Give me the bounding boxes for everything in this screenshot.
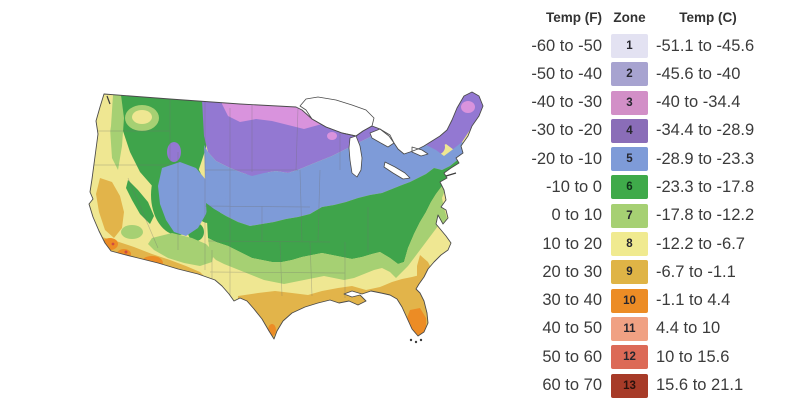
- temp-f-value: -30 to -20: [531, 121, 602, 140]
- coastal-details: [106, 95, 457, 344]
- temp-c-value: -12.2 to -6.7: [656, 234, 745, 253]
- zone-badge: 13: [611, 373, 648, 398]
- temp-c-value: -23.3 to -17.8: [656, 177, 755, 196]
- temp-c-value: 10 to 15.6: [656, 347, 730, 366]
- temp-f-value: 30 to 40: [542, 291, 602, 310]
- legend-row: 0 to 10 7 -17.8 to -12.2: [524, 203, 794, 228]
- zone-badge: 11: [611, 316, 648, 341]
- temp-f-value: 0 to 10: [551, 206, 602, 225]
- temp-f-value: -60 to -50: [531, 36, 602, 55]
- temp-c-value: -17.8 to -12.2: [656, 206, 755, 225]
- us-hardiness-zone-map: [88, 91, 484, 344]
- temp-f-value: 40 to 50: [542, 319, 602, 338]
- temp-f-value: -50 to -40: [531, 64, 602, 83]
- temp-c-value: -40 to -34.4: [656, 93, 741, 112]
- zone-badge: 10: [611, 288, 648, 313]
- zone-badge: 1: [611, 34, 648, 58]
- zone-badge: 5: [611, 147, 648, 172]
- legend-header-temp-c: Temp (C): [679, 9, 737, 25]
- zone-badge: 6: [611, 175, 648, 200]
- temp-c-value: -45.6 to -40: [656, 64, 741, 83]
- legend-row: 20 to 30 9 -6.7 to -1.1: [524, 260, 794, 285]
- zone-badge: 12: [611, 345, 648, 370]
- temp-c-value: 4.4 to 10: [656, 319, 721, 338]
- us-map-svg: [88, 91, 484, 344]
- temp-f-value: 10 to 20: [542, 234, 602, 253]
- legend-row: -20 to -10 5 -28.9 to -23.3: [524, 147, 794, 172]
- zone-badge: 2: [611, 62, 648, 87]
- legend-row: 40 to 50 11 4.4 to 10: [524, 316, 794, 341]
- legend-row: -40 to -30 3 -40 to -34.4: [524, 90, 794, 115]
- legend-row: 60 to 70 13 15.6 to 21.1: [524, 373, 794, 398]
- us-outline: [88, 91, 484, 340]
- temp-f-value: 20 to 30: [542, 262, 602, 281]
- legend-table: Temp (F) Zone Temp (C) -60 to -50 1 -51.…: [524, 6, 794, 402]
- legend-row: 30 to 40 10 -1.1 to 4.4: [524, 288, 794, 313]
- legend-header-temp-f: Temp (F): [546, 9, 602, 25]
- temp-c-value: -1.1 to 4.4: [656, 291, 731, 310]
- temp-c-value: -6.7 to -1.1: [656, 262, 736, 281]
- temp-f-value: -10 to 0: [546, 177, 602, 196]
- temp-c-value: -28.9 to -23.3: [656, 149, 755, 168]
- temp-c-value: 15.6 to 21.1: [656, 376, 744, 395]
- legend-row: 50 to 60 12 10 to 15.6: [524, 345, 794, 370]
- temp-c-value: -34.4 to -28.9: [656, 121, 755, 140]
- zone-badge: 7: [611, 203, 648, 228]
- legend-row: 10 to 20 8 -12.2 to -6.7: [524, 232, 794, 257]
- temp-c-value: -51.1 to -45.6: [656, 36, 755, 55]
- zone-badge: 8: [611, 232, 648, 257]
- temp-f-value: 60 to 70: [542, 376, 602, 395]
- legend-header: Temp (F) Zone Temp (C): [524, 6, 794, 28]
- legend-row: -10 to 0 6 -23.3 to -17.8: [524, 175, 794, 200]
- zone-badge: 3: [611, 90, 648, 115]
- temp-f-value: 50 to 60: [542, 347, 602, 366]
- legend-row: -30 to -20 4 -34.4 to -28.9: [524, 118, 794, 143]
- great-lakes: [299, 96, 429, 180]
- temp-f-value: -40 to -30: [531, 93, 602, 112]
- zone-badge: 9: [611, 260, 648, 285]
- legend-header-zone: Zone: [613, 9, 646, 25]
- legend-row: -50 to -40 2 -45.6 to -40: [524, 62, 794, 87]
- zone-badge: 4: [611, 118, 648, 143]
- temp-f-value: -20 to -10: [531, 149, 602, 168]
- legend-row: -60 to -50 1 -51.1 to -45.6: [524, 34, 794, 58]
